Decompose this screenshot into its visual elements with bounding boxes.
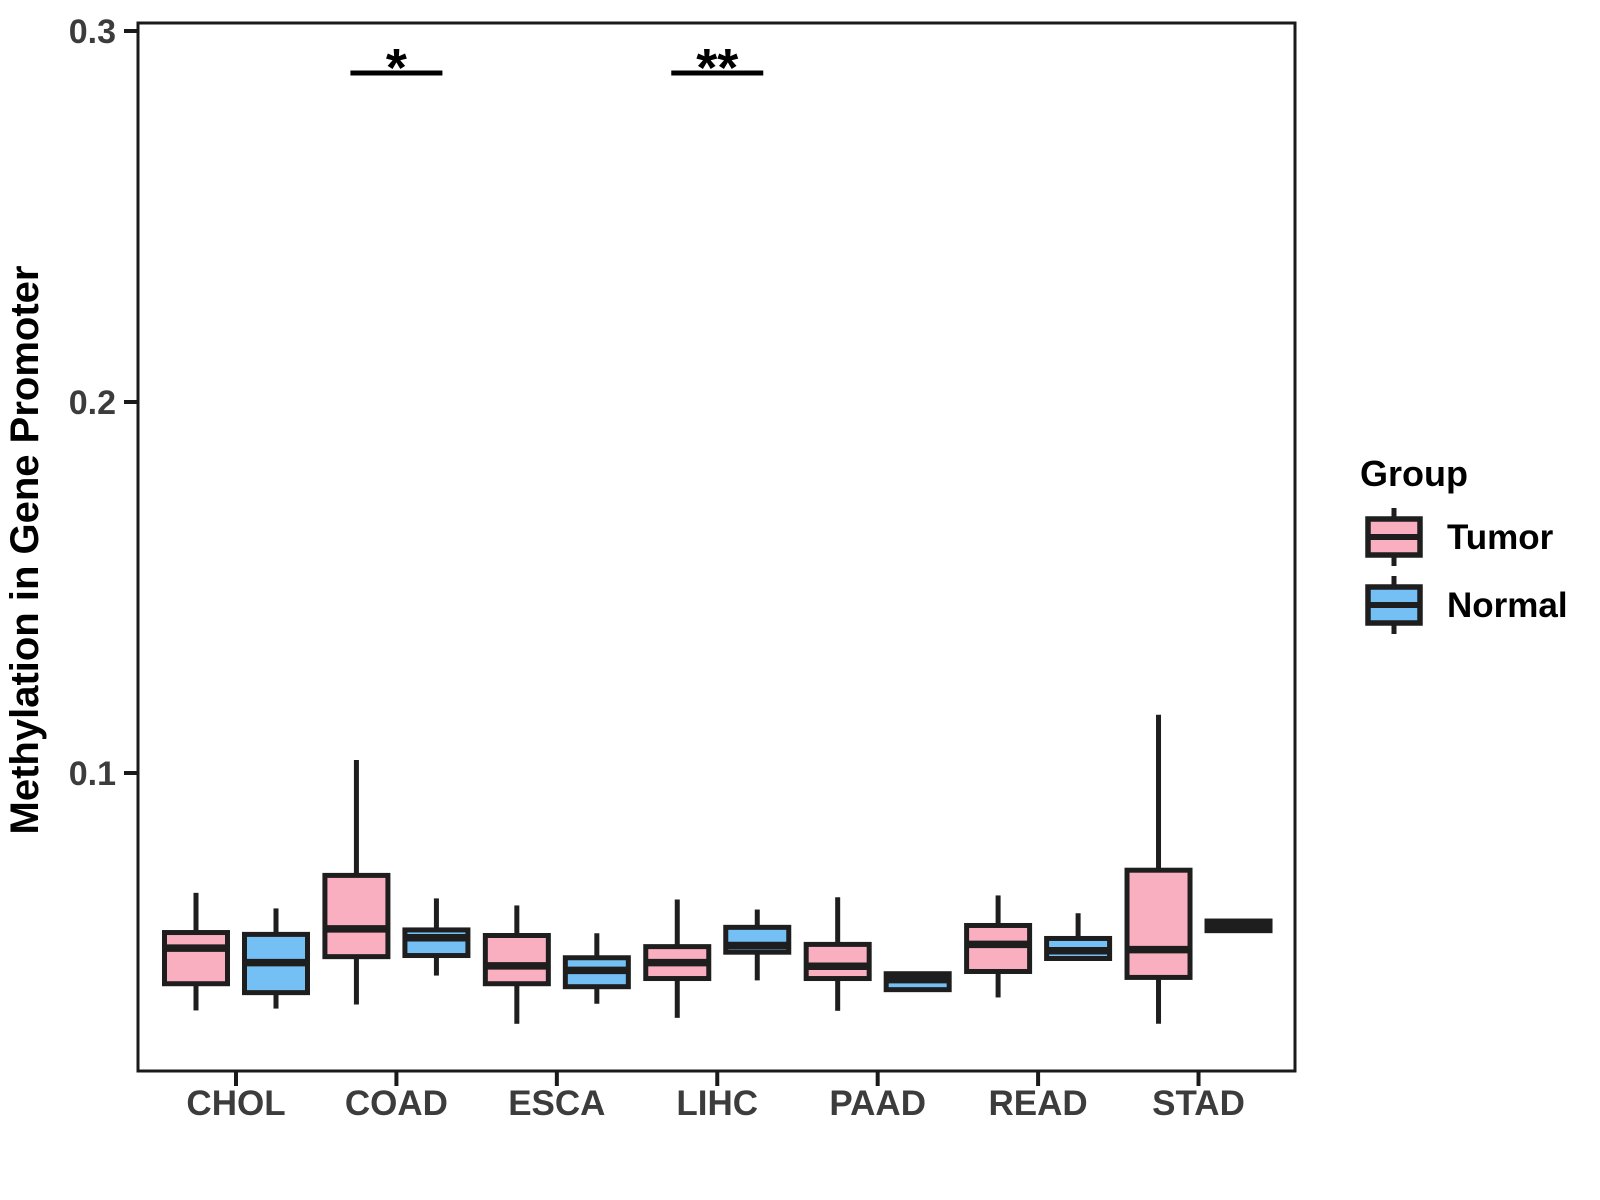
x-axis-label-READ: READ xyxy=(989,1084,1088,1123)
x-axis-label-COAD: COAD xyxy=(345,1084,448,1123)
sig-label-COAD: * xyxy=(386,38,407,98)
box-Tumor-CHOL xyxy=(162,930,230,987)
box-Tumor-READ xyxy=(964,922,1033,974)
box-Tumor-COAD xyxy=(322,872,391,960)
box-Normal-COAD xyxy=(402,927,471,959)
x-axis-label-PAAD: PAAD xyxy=(829,1084,926,1123)
y-tick-label: 0.2 xyxy=(69,384,116,422)
box-Tumor-PAAD xyxy=(803,941,872,982)
x-axis-label-STAD: STAD xyxy=(1152,1084,1245,1123)
x-axis-label-CHOL: CHOL xyxy=(186,1084,285,1123)
box-Tumor-ESCA xyxy=(482,932,551,987)
x-axis-label-ESCA: ESCA xyxy=(508,1084,605,1123)
y-tick-label: 0.1 xyxy=(69,755,116,793)
x-axis-label-LIHC: LIHC xyxy=(676,1084,758,1123)
sig-label-LIHC: ** xyxy=(696,38,738,98)
y-tick-label: 0.3 xyxy=(69,13,116,51)
panel-border xyxy=(136,21,1297,1073)
legend-label-Normal: Normal xyxy=(1447,586,1568,625)
legend-label-Tumor: Tumor xyxy=(1447,518,1554,557)
legend-title: Group xyxy=(1360,453,1468,494)
y-axis-title: Methylation in Gene Promoter xyxy=(3,266,47,835)
box-Tumor-STAD xyxy=(1124,867,1193,980)
